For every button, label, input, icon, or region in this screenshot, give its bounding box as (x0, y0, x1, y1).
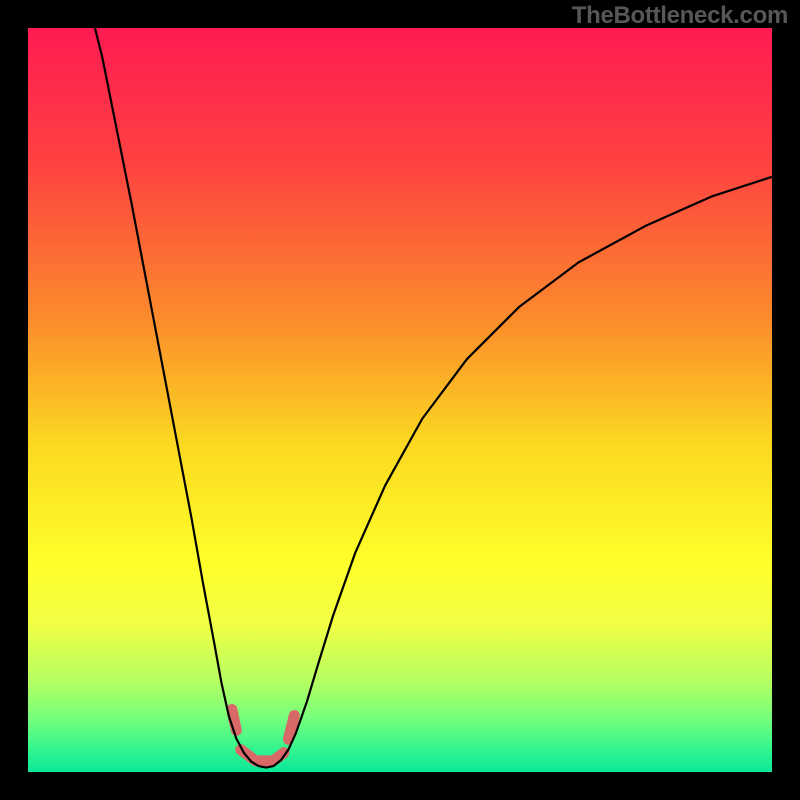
plot-svg (28, 28, 772, 772)
plot-area (28, 28, 772, 772)
frame-right (772, 0, 800, 800)
frame-left (0, 0, 28, 800)
frame-bottom (0, 772, 800, 800)
highlight-marker-2 (288, 715, 294, 739)
gradient-background (28, 28, 772, 772)
frame-top (0, 0, 800, 28)
